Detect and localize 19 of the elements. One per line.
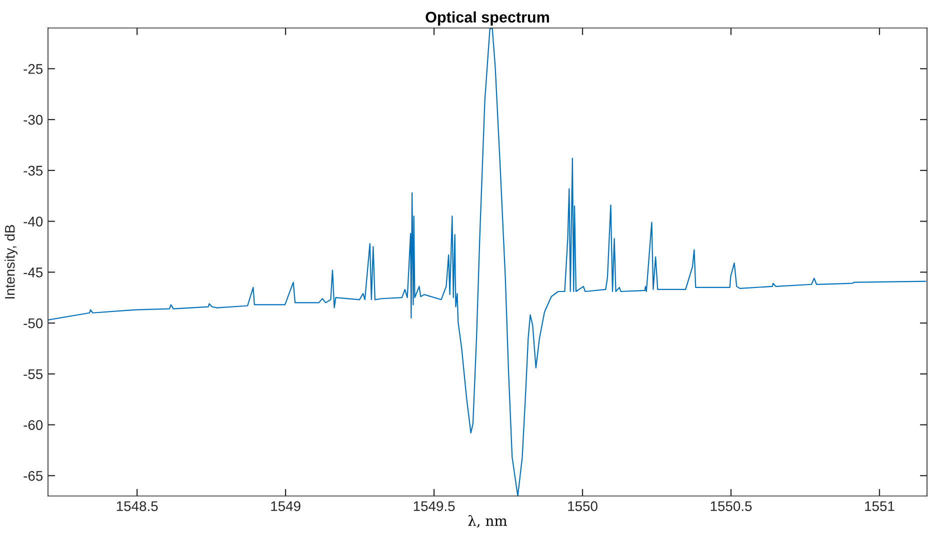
y-tick-label: -30 [24, 114, 43, 125]
y-tick-label: -50 [24, 318, 43, 328]
x-tick-label: 1551 [865, 501, 894, 512]
y-tick-label: -55 [24, 369, 43, 380]
x-tick-label: 1550.5 [710, 501, 752, 512]
y-tick-label: -40 [24, 216, 43, 226]
x-tick-label: 1550 [568, 501, 598, 512]
x-tick-label: 1548.5 [116, 501, 158, 512]
x-tick-label: 1549 [271, 501, 300, 512]
x-tick-label: 1549.5 [414, 501, 455, 512]
y-tick-label: -35 [24, 166, 43, 176]
line-series [48, 28, 926, 496]
chart-title: Optical spectrum [426, 11, 549, 26]
x-axis-title: λ, nm [468, 515, 507, 528]
y-axis-title: Intensity, dB [4, 225, 18, 298]
y-tick-label: -65 [24, 470, 43, 481]
y-tick-label: -60 [24, 420, 43, 430]
y-tick-label: -25 [24, 64, 43, 74]
y-tick-label: -45 [24, 268, 43, 278]
